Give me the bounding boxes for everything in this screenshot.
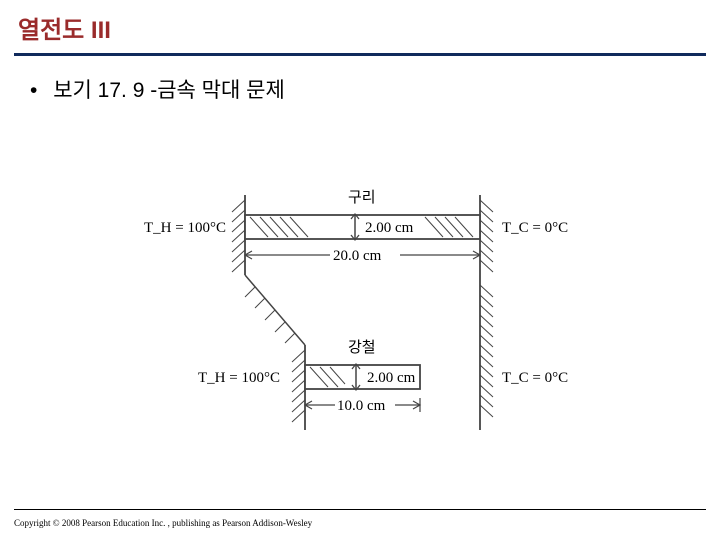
bullet-text: 보기 17. 9 -금속 막대 문제	[53, 79, 285, 102]
copyright-text: Copyright © 2008 Pearson Education Inc. …	[14, 518, 312, 528]
steel-cold-temp: T_C = 0°C	[502, 370, 568, 386]
copper-thickness-label: 2.00 cm	[365, 220, 414, 236]
steel-material-label: 강철	[348, 339, 376, 356]
copper-cold-temp: T_C = 0°C	[502, 220, 568, 236]
steel-length-label: 10.0 cm	[337, 398, 386, 414]
steel-hot-temp: T_H = 100°C	[198, 370, 280, 386]
bullet-dot: •	[30, 79, 37, 102]
thermal-conduction-diagram: 2.00 cm 20.0 cm 구리 T_H = 100°C T_C = 0°C	[140, 170, 600, 460]
copper-hot-temp: T_H = 100°C	[144, 220, 226, 236]
steel-thickness-label: 2.00 cm	[367, 370, 416, 386]
copper-length-label: 20.0 cm	[333, 248, 382, 264]
page-title: 열전도 III	[0, 0, 720, 53]
footer-divider	[14, 509, 706, 510]
copper-material-label: 구리	[348, 189, 376, 206]
problem-description: • 보기 17. 9 -금속 막대 문제	[0, 56, 720, 104]
